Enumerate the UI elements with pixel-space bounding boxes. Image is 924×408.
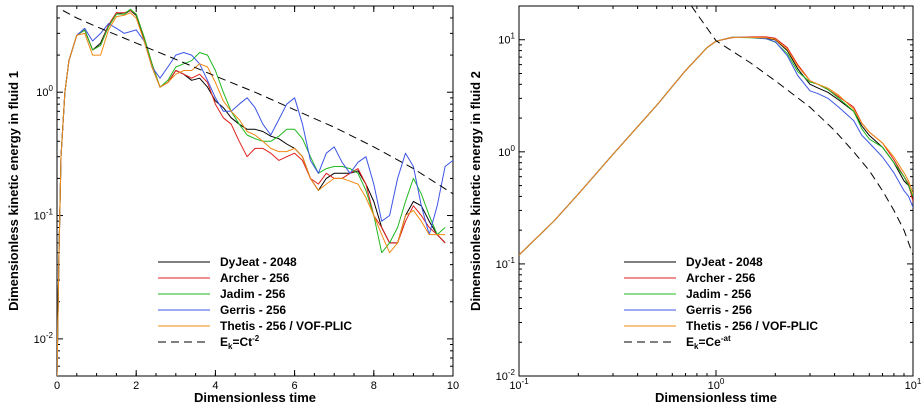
- x-axis-label: Dimensionless time: [655, 390, 777, 405]
- series-line-1: [519, 36, 913, 256]
- legend-label-5: Ek=Ce-at: [686, 334, 731, 351]
- legend-label-5: Ek=Ct-2: [220, 334, 260, 351]
- x-axis-label: Dimensionless time: [194, 390, 316, 405]
- series-line-0: [519, 36, 913, 256]
- x-tick-label: 100: [708, 377, 725, 392]
- x-tick-label: 4: [212, 380, 218, 392]
- series-group: [519, 6, 913, 256]
- y-tick-label: 101: [498, 32, 515, 47]
- series-line-3: [57, 23, 453, 376]
- legend-label-0: DyJeat - 2048: [686, 255, 763, 269]
- legend-label-4: Thetis - 256 / VOF-PLIC: [686, 319, 818, 333]
- legend-label-4: Thetis - 256 / VOF-PLIC: [220, 319, 352, 333]
- y-axis-label: Dimensionless kinetic energy in fluid 1: [6, 71, 21, 311]
- x-tick-label: 8: [371, 380, 377, 392]
- legend-label-2: Jadim - 256: [220, 287, 286, 301]
- legend-label-3: Gerris - 256: [686, 303, 752, 317]
- legend-label-2: Jadim - 256: [686, 287, 752, 301]
- series-line-2: [57, 8, 446, 376]
- y-tick-label: 10-2: [34, 331, 54, 346]
- x-tick-label: 10: [447, 380, 459, 392]
- series-line-4: [519, 36, 913, 256]
- series-group: [57, 8, 453, 376]
- legend-label-1: Archer - 256: [220, 271, 290, 285]
- y-tick-label: 100: [36, 84, 53, 99]
- x-tick-label: 0: [54, 380, 60, 392]
- legend-label-3: Gerris - 256: [220, 303, 286, 317]
- y-tick-label: 10-1: [496, 256, 516, 271]
- series-line-5: [62, 10, 453, 195]
- series-line-3: [519, 36, 913, 256]
- x-tick-label: 101: [905, 377, 922, 392]
- x-tick-label: 6: [292, 380, 298, 392]
- series-line-2: [519, 36, 913, 256]
- series-line-5: [690, 6, 913, 256]
- x-tick-label: 2: [133, 380, 139, 392]
- series-line-4: [57, 12, 446, 376]
- x-tick-label: 10-1: [509, 377, 529, 392]
- legend-label-0: DyJeat - 2048: [220, 255, 297, 269]
- y-axis-label: Dimensionless kinetic energy in fluid 2: [468, 71, 483, 311]
- y-tick-label: 100: [498, 144, 515, 159]
- y-tick-label: 10-1: [34, 208, 54, 223]
- chart-fluid-1: 0 2 4 6 8 10 10-2 10-1 100 Dimensionless time Dime…: [6, 5, 459, 405]
- y-tick-label: 10-2: [496, 368, 516, 383]
- legend-label-1: Archer - 256: [686, 271, 756, 285]
